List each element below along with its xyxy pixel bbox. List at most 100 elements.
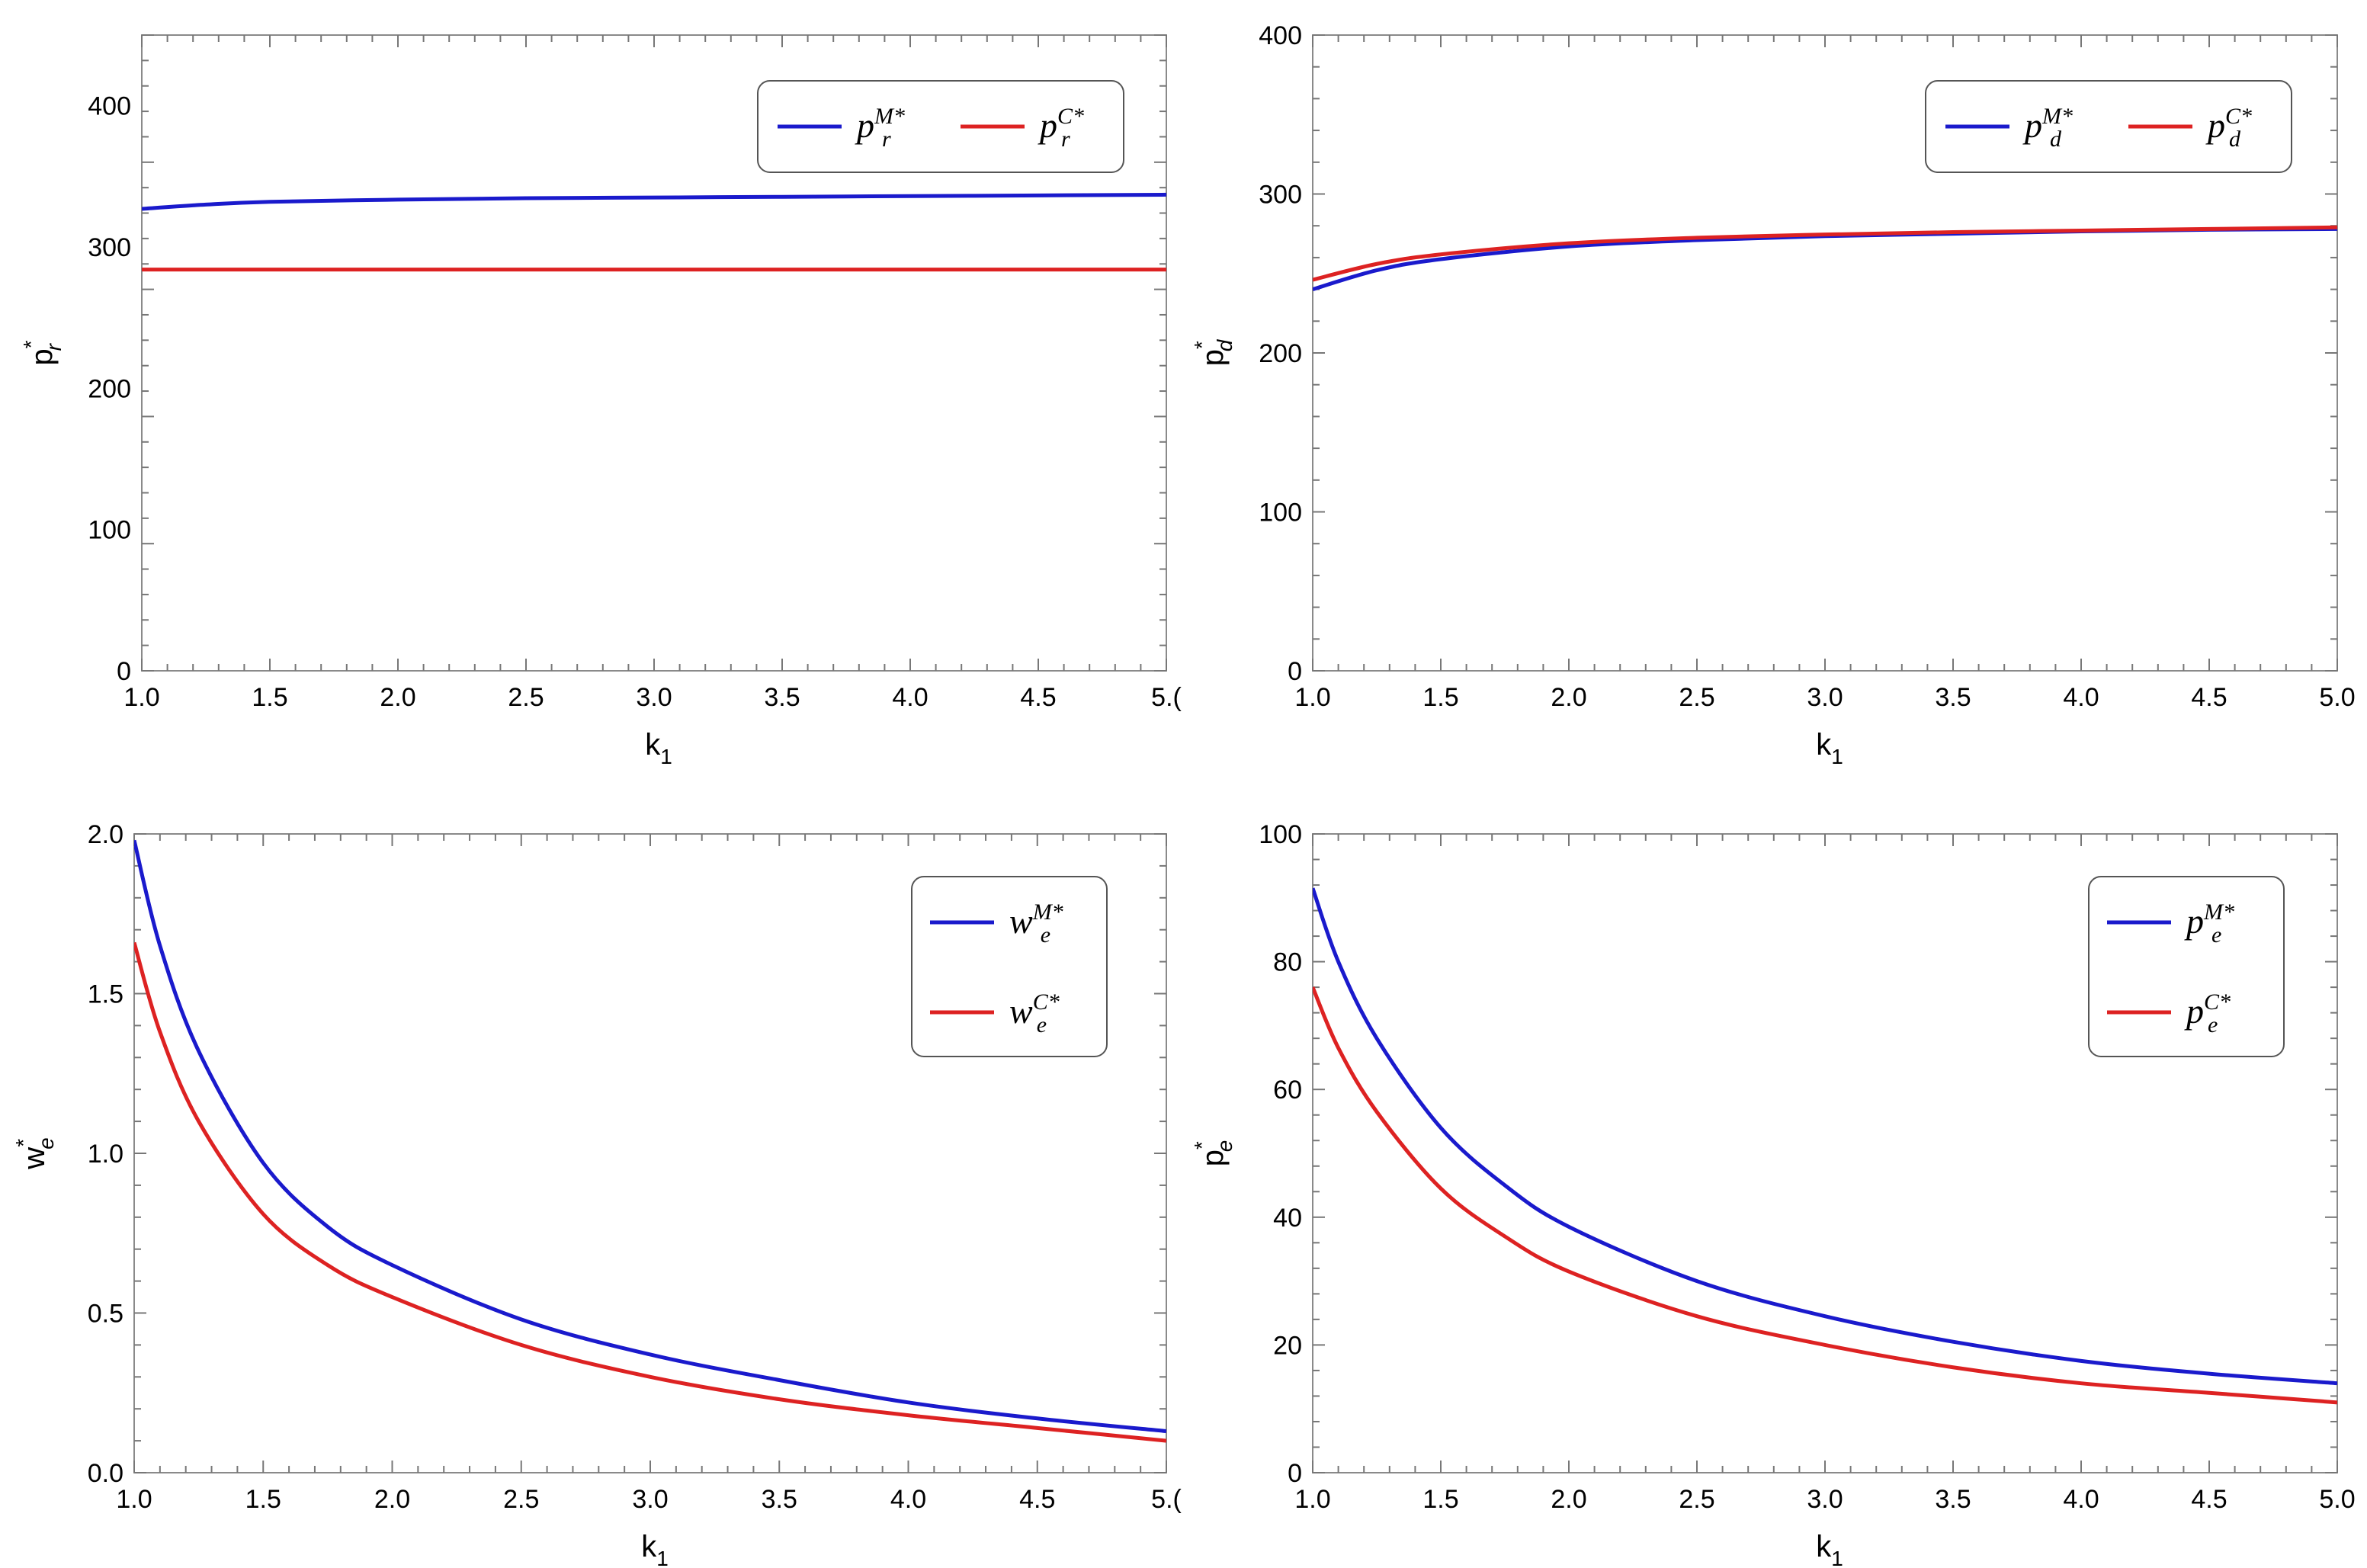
x-tick-label: 3.0 (636, 683, 672, 712)
y-axis-label-superscript: * (11, 1139, 35, 1147)
legend-label: pM* e (2184, 899, 2234, 948)
y-axis-label-superscript: * (1190, 1141, 1214, 1150)
x-tick-label: 4.0 (2063, 683, 2099, 712)
y-axis-label-subscript: r (42, 342, 66, 351)
series-line-c (1313, 225, 2337, 282)
y-axis-label-base: w (18, 1147, 51, 1170)
y-tick-label: 0 (1288, 1459, 1302, 1488)
x-tick-label: 5.0 (2319, 1485, 2355, 1514)
x-tick-label: 5.0 (2319, 683, 2355, 712)
series-line-m (142, 192, 1166, 211)
legend-label: pM* d (2022, 104, 2073, 152)
label-subscript: r (882, 127, 891, 152)
x-axis-label-base: k (1816, 1530, 1832, 1563)
label-superscript: C* (1033, 989, 1060, 1015)
y-tick-label: 400 (88, 92, 131, 121)
x-tick-label: 1.0 (1294, 1485, 1330, 1514)
x-tick-label: 1.0 (123, 683, 159, 712)
x-tick-label: 1.5 (1422, 1485, 1458, 1514)
y-axis-label-superscript: * (1190, 341, 1214, 349)
legend: pM* d pC* d (1925, 80, 2292, 173)
x-tick-label: 3.5 (762, 1485, 797, 1514)
label-subscript: r (1061, 127, 1070, 152)
legend-label: wM* e (1009, 899, 1063, 948)
x-tick-label: 5.( (1151, 1485, 1182, 1514)
x-tick-label: 2.5 (1679, 683, 1714, 712)
x-axis-label-subscript: 1 (1831, 745, 1843, 768)
x-tick-label: 1.0 (1294, 683, 1330, 712)
y-axis-label: p*d (1190, 338, 1236, 366)
chart-pr: 1.0 1.5 2.0 2.5 3.0 3.5 4.0 4.5 5.(0 100 200 300 400… (19, 34, 1182, 768)
label-subscript: d (2050, 127, 2062, 152)
series-line-m (1313, 887, 2337, 1386)
label-superscript: M* (1032, 899, 1063, 925)
x-tick-label: 3.0 (632, 1485, 668, 1514)
x-tick-label: 2.5 (1679, 1485, 1714, 1514)
series-line-c (134, 941, 1166, 1443)
y-tick-label: 0.5 (88, 1300, 123, 1329)
x-axis-label: k1 (645, 728, 672, 768)
chart-we: 1.0 1.5 2.0 2.5 3.0 3.5 4.0 4.5 5.(0.0 0.5 1.0 1.5 2… (11, 820, 1182, 1568)
x-axis-label-subscript: 1 (1831, 1547, 1843, 1568)
label-base: p (2184, 992, 2204, 1031)
series-line-m (1313, 226, 2337, 291)
y-axis-label: p*r (19, 340, 66, 365)
label-base: w (1009, 992, 1033, 1031)
x-tick-label: 3.5 (764, 683, 800, 712)
chart-pd: 1.0 1.5 2.0 2.5 3.0 3.5 4.0 4.5 5.0 0 100 200 300 400… (1190, 21, 2356, 768)
label-subscript: e (1037, 1012, 1047, 1037)
y-tick-label: 0 (117, 657, 131, 686)
x-tick-label: 3.0 (1807, 683, 1843, 712)
x-tick-label: 4.5 (2191, 683, 2227, 712)
y-tick-label: 60 (1273, 1076, 1302, 1105)
y-tick-label: 300 (88, 233, 131, 262)
x-tick-label: 3.5 (1935, 683, 1971, 712)
label-subscript: e (1041, 922, 1050, 948)
y-axis-label-subscript: e (1213, 1140, 1236, 1153)
legend-label: pC* r (1038, 104, 1084, 152)
x-axis-label-base: k (1816, 728, 1832, 762)
y-axis-label: w*e (11, 1137, 58, 1169)
x-tick-label: 5.( (1151, 683, 1182, 712)
x-tick-label: 2.5 (508, 683, 544, 712)
label-subscript: e (2211, 922, 2221, 948)
label-base: p (855, 106, 874, 145)
legend-box (1925, 80, 2292, 173)
y-tick-label: 100 (1259, 820, 1302, 849)
y-tick-label: 1.5 (88, 980, 123, 1009)
x-axis-label-base: k (645, 728, 661, 762)
y-tick-label: 300 (1259, 181, 1302, 210)
x-tick-label: 1.5 (245, 1485, 281, 1514)
legend: pM* r pC* r (757, 80, 1124, 173)
x-tick-label: 1.5 (1422, 683, 1458, 712)
x-tick-label: 4.5 (1020, 683, 1056, 712)
x-tick-label: 2.5 (503, 1485, 539, 1514)
label-subscript: d (2229, 127, 2241, 152)
x-tick-label: 4.0 (890, 1485, 926, 1514)
y-tick-label: 200 (88, 374, 131, 403)
series-line-c (1313, 986, 2337, 1405)
y-axis-label-subscript: e (34, 1137, 58, 1150)
y-tick-label: 20 (1273, 1331, 1302, 1360)
x-axis-label: k1 (1816, 728, 1843, 768)
label-superscript: M* (2041, 104, 2073, 129)
x-tick-label: 2.0 (374, 1485, 410, 1514)
label-base: p (2022, 106, 2042, 145)
series-line-m (134, 839, 1166, 1434)
label-superscript: M* (2203, 899, 2234, 925)
y-tick-label: 2.0 (88, 820, 123, 849)
label-base: w (1009, 902, 1033, 941)
x-tick-label: 1.0 (116, 1485, 152, 1514)
legend: pM* epC* e (2088, 876, 2285, 1057)
y-axis-label: p*e (1190, 1140, 1236, 1167)
x-tick-label: 2.0 (380, 683, 415, 712)
label-superscript: M* (874, 104, 905, 129)
x-tick-label: 1.5 (252, 683, 287, 712)
x-tick-label: 2.0 (1551, 683, 1586, 712)
label-base: p (2184, 902, 2204, 941)
y-axis-label-superscript: * (19, 340, 43, 348)
label-superscript: C* (2225, 104, 2252, 129)
x-tick-label: 2.0 (1551, 1485, 1586, 1514)
y-tick-label: 100 (1259, 499, 1302, 527)
